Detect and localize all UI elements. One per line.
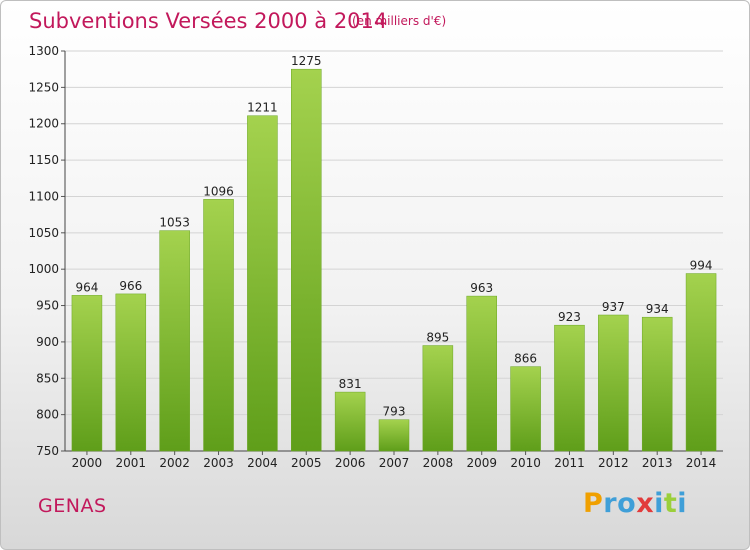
x-tick-label: 2011 bbox=[554, 456, 585, 470]
data-label: 966 bbox=[119, 279, 142, 293]
data-label: 923 bbox=[558, 310, 581, 324]
data-label: 934 bbox=[646, 302, 669, 316]
y-tick-label: 850 bbox=[36, 371, 59, 385]
logo-letter: P bbox=[583, 488, 604, 519]
data-label: 831 bbox=[339, 377, 362, 391]
data-label: 1053 bbox=[159, 216, 190, 230]
x-tick-label: 2013 bbox=[642, 456, 673, 470]
bar-2001 bbox=[115, 293, 147, 452]
bar-2000 bbox=[71, 295, 103, 452]
data-label: 964 bbox=[75, 280, 98, 294]
bar-2013 bbox=[641, 316, 673, 452]
x-tick-label: 2000 bbox=[72, 456, 103, 470]
x-tick-label: 2012 bbox=[598, 456, 629, 470]
chart-title: Subventions Versées 2000 à 2014 bbox=[29, 9, 388, 33]
data-labels: 964 966 1053 1096 1211 1275 831 793 895 963 866 923… bbox=[75, 54, 712, 419]
chart-unit-note: (en milliers d'€) bbox=[352, 14, 447, 28]
y-tick-label: 750 bbox=[36, 444, 59, 458]
x-tick-label: 2005 bbox=[291, 456, 322, 470]
logo-letter: x bbox=[636, 488, 655, 519]
bar-2011 bbox=[554, 324, 585, 452]
bar-2003 bbox=[203, 199, 234, 452]
y-tick-label: 900 bbox=[36, 335, 59, 349]
bar-2008 bbox=[422, 345, 454, 452]
bars bbox=[71, 68, 717, 452]
y-tick-label: 1050 bbox=[28, 226, 59, 240]
x-tick-label: 2002 bbox=[159, 456, 190, 470]
data-label: 793 bbox=[383, 405, 406, 419]
bar-2004 bbox=[247, 115, 278, 452]
x-tick-label: 2009 bbox=[466, 456, 497, 470]
logo-letter: i bbox=[677, 488, 688, 519]
data-label: 963 bbox=[470, 281, 493, 295]
data-label: 1096 bbox=[203, 184, 234, 198]
x-tick-label: 2010 bbox=[510, 456, 541, 470]
data-label: 866 bbox=[514, 352, 537, 366]
proxiti-logo[interactable]: Proxiti bbox=[583, 488, 687, 519]
logo-letter: t bbox=[663, 488, 678, 519]
bar-2012 bbox=[598, 314, 629, 452]
bar-2009 bbox=[466, 295, 497, 452]
x-tick-label: 2014 bbox=[686, 456, 717, 470]
y-tick-label: 1300 bbox=[28, 44, 59, 58]
logo-letter: i bbox=[654, 488, 664, 519]
bar-2005 bbox=[291, 68, 322, 452]
bar-2002 bbox=[159, 230, 190, 452]
data-label: 994 bbox=[690, 259, 713, 273]
x-tick-label: 2001 bbox=[116, 456, 147, 470]
y-tick-label: 800 bbox=[36, 408, 59, 422]
data-label: 1211 bbox=[247, 101, 278, 115]
y-tick-label: 1000 bbox=[28, 262, 59, 276]
y-tick-label: 1100 bbox=[28, 189, 59, 203]
x-tick-label: 2006 bbox=[335, 456, 366, 470]
bar-2010 bbox=[510, 366, 541, 452]
x-tick-label: 2004 bbox=[247, 456, 278, 470]
x-tick-label: 2008 bbox=[423, 456, 454, 470]
logo-letter: o bbox=[617, 488, 637, 519]
x-tick-label: 2007 bbox=[379, 456, 410, 470]
town-name: GENAS bbox=[38, 495, 107, 517]
bar-2007 bbox=[378, 419, 410, 452]
x-tick-label: 2003 bbox=[203, 456, 234, 470]
data-label: 937 bbox=[602, 300, 625, 314]
y-tick-label: 1250 bbox=[28, 80, 59, 94]
bar-2014 bbox=[685, 273, 717, 452]
logo-letter: r bbox=[603, 488, 618, 519]
data-label: 1275 bbox=[291, 54, 322, 68]
y-tick-label: 1150 bbox=[28, 153, 59, 167]
bar-2006 bbox=[334, 391, 366, 452]
data-label: 895 bbox=[426, 331, 449, 345]
y-tick-label: 1200 bbox=[28, 117, 59, 131]
y-tick-label: 950 bbox=[36, 299, 59, 313]
